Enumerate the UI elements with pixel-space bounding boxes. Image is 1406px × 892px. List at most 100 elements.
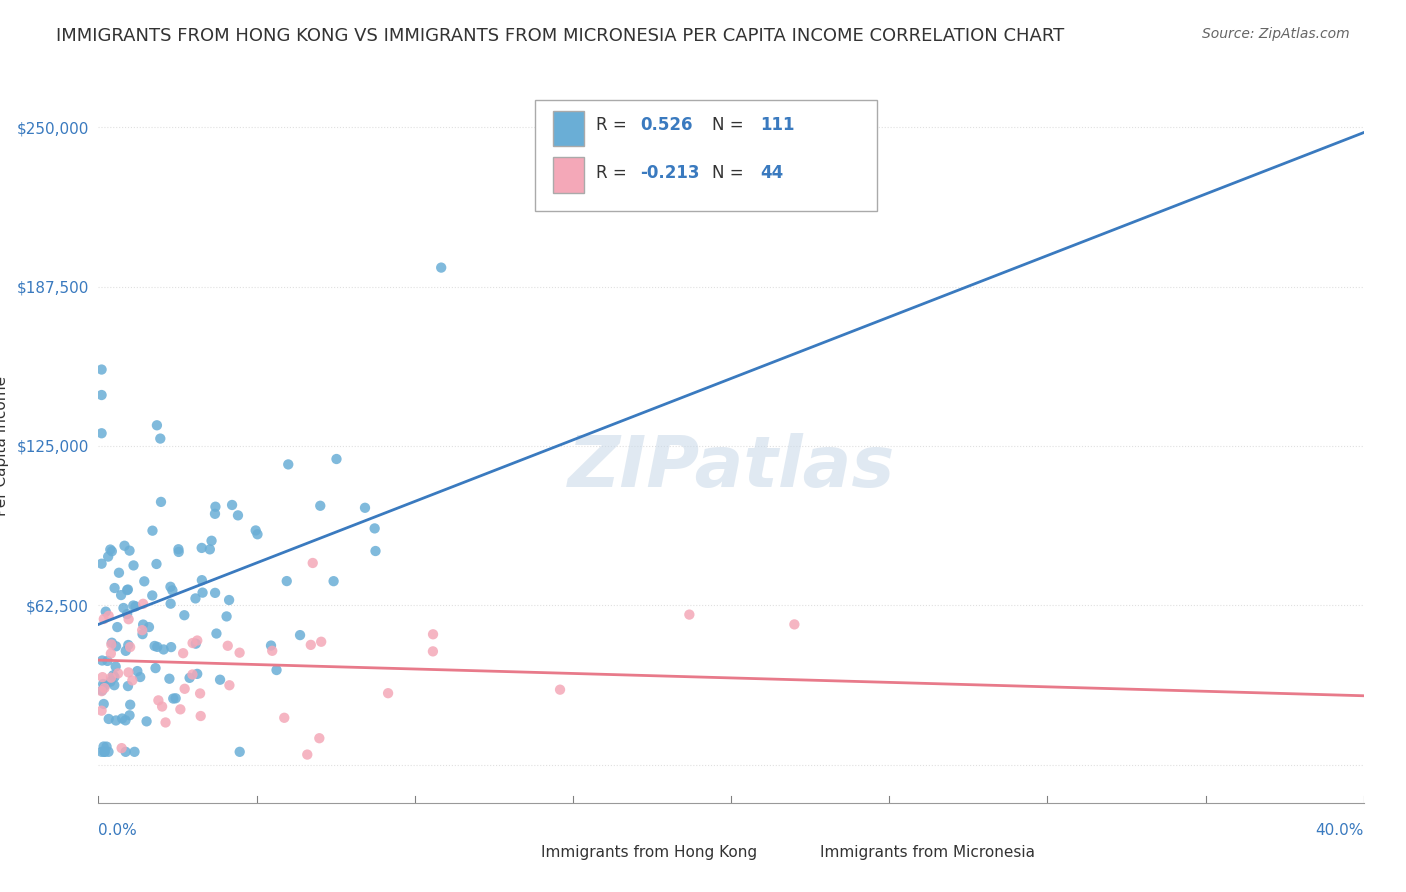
- Point: [93, 681, 115, 695]
- Point: [299, 638, 322, 652]
- Point: [205, 626, 228, 640]
- Point: [107, 666, 129, 681]
- Point: [209, 673, 232, 687]
- Text: 44: 44: [761, 164, 783, 182]
- Point: [167, 545, 190, 559]
- Point: [100, 674, 122, 689]
- Point: [114, 714, 136, 728]
- Point: [191, 573, 214, 587]
- Text: Immigrants from Micronesia: Immigrants from Micronesia: [820, 846, 1035, 860]
- Point: [141, 524, 163, 538]
- Point: [93, 612, 115, 626]
- Point: [100, 637, 122, 651]
- Point: [172, 646, 194, 660]
- Point: [90, 557, 112, 571]
- Point: [105, 640, 128, 654]
- Point: [184, 637, 207, 651]
- Point: [146, 640, 169, 654]
- Point: [124, 745, 146, 759]
- Point: [118, 543, 141, 558]
- Point: [94, 605, 117, 619]
- Point: [181, 667, 204, 681]
- Point: [103, 670, 125, 684]
- Point: [110, 588, 132, 602]
- Point: [217, 639, 239, 653]
- Point: [90, 745, 112, 759]
- Point: [422, 644, 444, 658]
- Point: [117, 582, 139, 597]
- Point: [103, 668, 125, 682]
- FancyBboxPatch shape: [534, 100, 877, 211]
- Point: [145, 661, 167, 675]
- Point: [273, 711, 295, 725]
- Point: [120, 698, 142, 712]
- Point: [181, 636, 204, 650]
- Text: -0.213: -0.213: [640, 164, 700, 182]
- Point: [129, 670, 152, 684]
- Text: IMMIGRANTS FROM HONG KONG VS IMMIGRANTS FROM MICRONESIA PER CAPITA INCOME CORREL: IMMIGRANTS FROM HONG KONG VS IMMIGRANTS …: [56, 27, 1064, 45]
- Point: [124, 599, 146, 614]
- Point: [218, 593, 240, 607]
- Point: [132, 597, 155, 611]
- Point: [97, 608, 120, 623]
- Point: [276, 574, 298, 588]
- Point: [308, 731, 330, 746]
- Point: [363, 521, 385, 535]
- Point: [266, 663, 288, 677]
- Point: [159, 580, 181, 594]
- Point: [104, 659, 127, 673]
- Point: [377, 686, 399, 700]
- Point: [90, 426, 112, 441]
- Point: [114, 539, 136, 553]
- Point: [198, 542, 221, 557]
- Point: [135, 714, 157, 729]
- Text: N =: N =: [711, 164, 749, 182]
- Point: [101, 544, 124, 558]
- Point: [101, 636, 124, 650]
- Text: R =: R =: [596, 116, 631, 134]
- Point: [783, 617, 806, 632]
- Point: [184, 591, 207, 606]
- Point: [159, 597, 181, 611]
- Point: [186, 666, 208, 681]
- Point: [204, 586, 226, 600]
- Point: [93, 745, 115, 759]
- FancyBboxPatch shape: [498, 842, 529, 863]
- Point: [297, 747, 319, 762]
- Point: [309, 634, 332, 648]
- Point: [204, 500, 226, 514]
- Point: [309, 499, 332, 513]
- Point: [93, 739, 115, 754]
- Point: [150, 495, 173, 509]
- Point: [200, 533, 222, 548]
- Point: [430, 260, 453, 275]
- Point: [97, 549, 120, 564]
- Point: [262, 644, 284, 658]
- Point: [215, 609, 238, 624]
- Point: [260, 639, 283, 653]
- Point: [548, 682, 571, 697]
- Point: [155, 715, 177, 730]
- Point: [132, 617, 155, 632]
- Point: [90, 362, 112, 376]
- Point: [97, 745, 120, 759]
- Point: [354, 500, 377, 515]
- Point: [104, 714, 127, 728]
- Point: [218, 678, 240, 692]
- Point: [93, 697, 115, 711]
- Point: [160, 640, 183, 654]
- Point: [118, 708, 141, 723]
- Point: [122, 558, 145, 573]
- Point: [90, 388, 112, 402]
- FancyBboxPatch shape: [553, 157, 585, 193]
- Point: [245, 524, 267, 538]
- Point: [103, 581, 125, 595]
- Point: [179, 671, 201, 685]
- Text: 111: 111: [761, 116, 794, 134]
- Point: [228, 745, 250, 759]
- Point: [146, 418, 169, 433]
- Point: [173, 681, 195, 696]
- Point: [94, 679, 117, 693]
- Point: [221, 498, 243, 512]
- Point: [93, 745, 115, 759]
